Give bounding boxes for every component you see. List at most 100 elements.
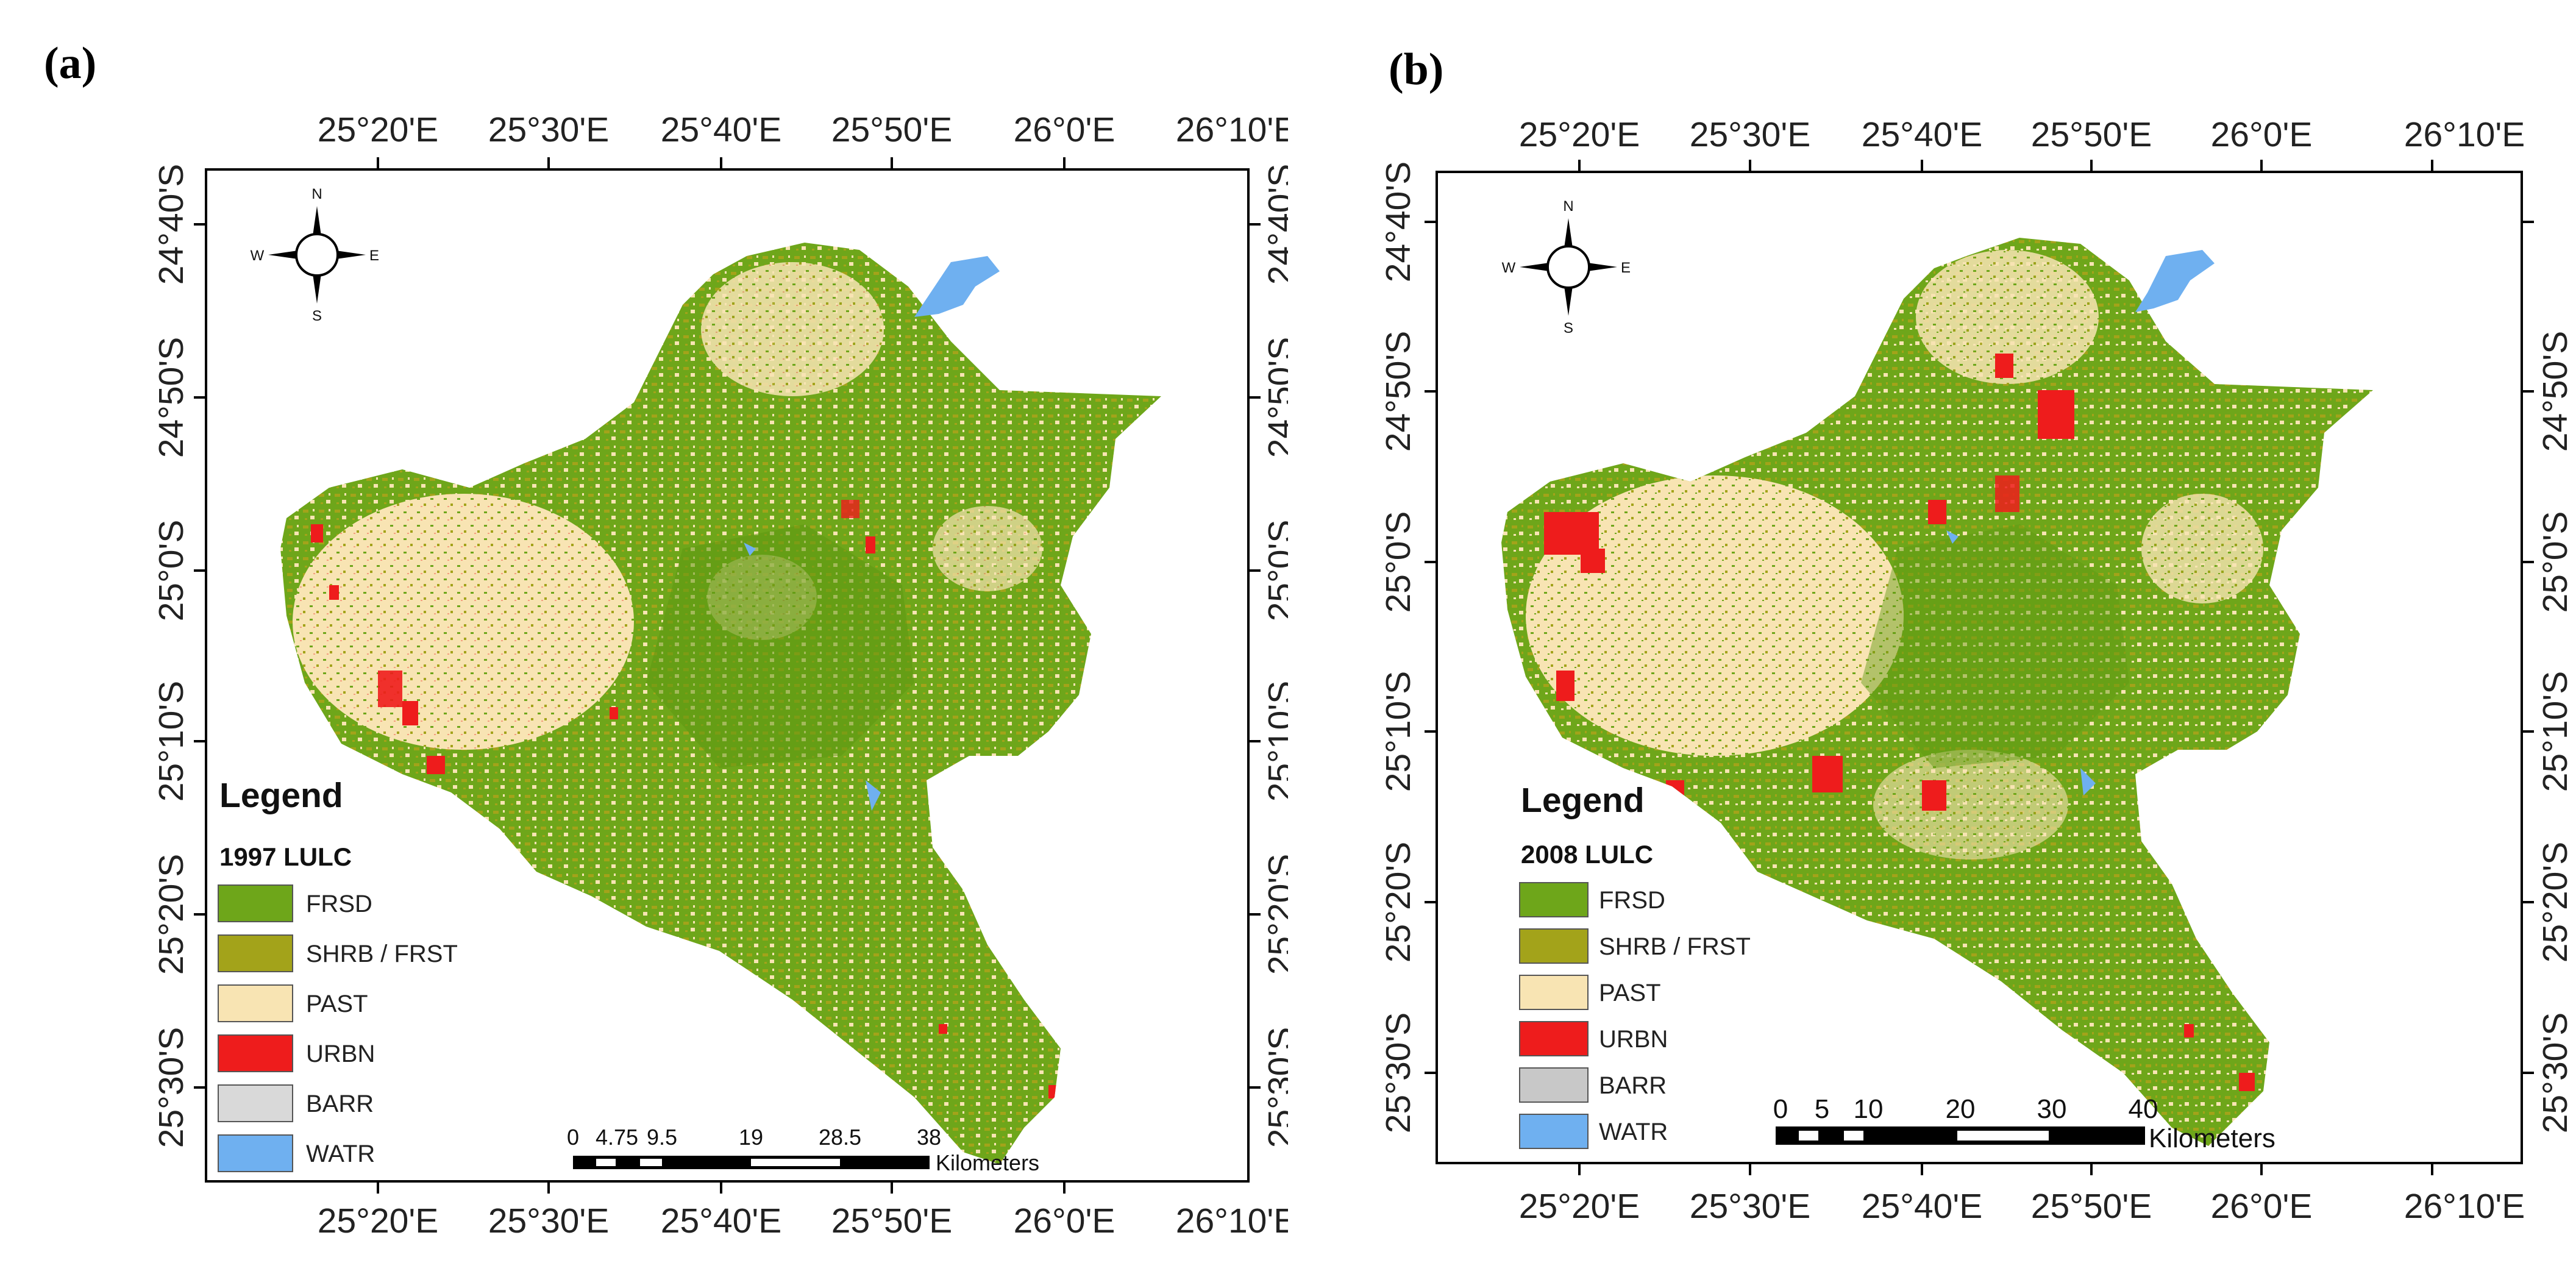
legend-swatch-frsd (1519, 882, 1589, 917)
left-tick-label: 24°50'S (152, 337, 191, 458)
urban-patches (311, 500, 1062, 1098)
bottom-tick-label: 25°20'E (1519, 1187, 1640, 1226)
right-tick-label: 25°30'S (2536, 1012, 2575, 1134)
left-tick-label: 24°50'S (1379, 331, 1418, 452)
legend-item-label: FRSD (1599, 887, 1665, 914)
top-tick-label: 25°20'E (1519, 115, 1640, 154)
compass-north-label: N (1563, 198, 1573, 215)
top-tick-label: 25°30'E (1690, 115, 1811, 154)
scale-tick-label: 10 (1854, 1094, 1884, 1124)
legend-swatch-urbn (218, 1034, 293, 1072)
scale-unit-label: Kilometers (2149, 1123, 2275, 1153)
compass-south-label: S (1564, 320, 1573, 336)
legend-item-label: URBN (306, 1041, 375, 1067)
left-tick-label: 25°30'S (152, 1027, 191, 1148)
legend-item-label: WATR (306, 1141, 375, 1167)
legend-swatch-shrb-frst (218, 934, 293, 972)
right-tick-label: 25°10'S (2536, 671, 2575, 792)
legend-item-label: BARR (1599, 1072, 1667, 1099)
top-tick-label: 25°20'E (318, 110, 439, 149)
legend-item-label: SHRB / FRST (1599, 933, 1751, 960)
legend-subtitle: 2008 LULC (1521, 840, 1653, 869)
left-tick-label: 25°10'S (1379, 671, 1418, 792)
left-tick-label: 24°40'S (1379, 162, 1418, 283)
top-tick-label: 26°10'E (1176, 110, 1288, 149)
water-body (2135, 250, 2215, 312)
legend-swatch-watr (218, 1134, 293, 1172)
panel-label: (b) (1389, 44, 1443, 94)
scale-tick-label: 28.5 (819, 1125, 861, 1150)
legend-swatch-frsd (218, 884, 293, 922)
graticule-ticks (194, 157, 1261, 1194)
legend-item-label: PAST (1599, 980, 1661, 1006)
top-tick-label: 25°30'E (488, 110, 610, 149)
map-panel-b: (b) (1288, 0, 2576, 1271)
legend-item-label: URBN (1599, 1026, 1668, 1053)
panel-label: (a) (44, 38, 96, 88)
graticule-ticks (1425, 160, 2534, 1175)
legend-swatch-barr (1519, 1067, 1589, 1103)
top-tick-label: 26°0'E (2211, 115, 2313, 154)
scale-tick-label: 38 (917, 1125, 941, 1150)
scale-tick-label: 0 (1773, 1094, 1788, 1124)
compass-north-label: N (311, 186, 322, 202)
map-panel-a: (a) (0, 0, 1300, 1271)
legend-title: Legend (219, 776, 343, 815)
right-tick-label: 24°50'S (1261, 337, 1288, 458)
top-tick-label: 25°40'E (661, 110, 782, 149)
legend-swatch-past (1519, 975, 1589, 1010)
right-tick-label: 25°0'S (2536, 511, 2575, 613)
right-tick-label: 25°10'S (1261, 681, 1288, 802)
left-tick-label: 24°40'S (152, 164, 191, 285)
bottom-tick-label: 25°30'E (1690, 1187, 1811, 1226)
bottom-tick-label: 26°0'E (2211, 1187, 2313, 1226)
legend-swatch-urbn (1519, 1021, 1589, 1056)
legend-swatch-watr (1519, 1114, 1589, 1149)
pasture-zone (293, 494, 634, 750)
scale-tick-label: 0 (567, 1125, 579, 1150)
left-tick-label: 25°10'S (152, 681, 191, 802)
right-tick-label: 25°20'S (1261, 854, 1288, 975)
bottom-tick-label: 26°0'E (1014, 1201, 1115, 1240)
right-tick-label: 25°30'S (1261, 1027, 1288, 1148)
left-tick-label: 25°0'S (152, 520, 191, 622)
legend-item-label: WATR (1599, 1119, 1668, 1145)
pasture-zone (1526, 475, 1904, 756)
bottom-tick-label: 25°50'E (2031, 1187, 2152, 1226)
right-tick-label: 25°0'S (1261, 520, 1288, 622)
bottom-tick-label: 25°20'E (318, 1201, 439, 1240)
water-body (914, 256, 1000, 317)
left-tick-label: 25°0'S (1379, 511, 1418, 613)
legend-item-label: BARR (306, 1091, 374, 1117)
legend: Legend 1997 LULC FRSD SHRB / FRST PAST U… (218, 776, 458, 1172)
compass-south-label: S (312, 308, 322, 324)
bottom-tick-label: 25°50'E (831, 1201, 953, 1240)
left-tick-label: 25°20'S (152, 854, 191, 975)
top-tick-label: 25°50'E (2031, 115, 2152, 154)
compass-east-label: E (369, 247, 379, 264)
study-area-map (1501, 238, 2373, 1146)
top-tick-label: 25°50'E (831, 110, 953, 149)
bottom-tick-label: 25°40'E (1862, 1187, 1983, 1226)
scale-tick-label: 40 (2129, 1094, 2158, 1124)
bottom-tick-label: 25°40'E (661, 1201, 782, 1240)
study-area-map (280, 243, 1161, 1164)
bottom-tick-label: 26°10'E (1176, 1201, 1288, 1240)
legend-item-label: FRSD (306, 891, 372, 917)
scale-tick-label: 5 (1815, 1094, 1829, 1124)
legend-item-label: PAST (306, 991, 368, 1017)
north-arrow-compass-icon: N S E W (251, 186, 379, 324)
scale-tick-label: 30 (2037, 1094, 2067, 1124)
bottom-tick-label: 25°30'E (488, 1201, 610, 1240)
left-tick-label: 25°30'S (1379, 1012, 1418, 1134)
compass-west-label: W (1502, 260, 1516, 276)
legend-subtitle: 1997 LULC (219, 842, 352, 871)
scale-tick-label: 19 (739, 1125, 763, 1150)
scale-tick-label: 9.5 (647, 1125, 677, 1150)
right-tick-label: 24°40'S (1261, 164, 1288, 285)
compass-west-label: W (251, 247, 265, 264)
left-tick-label: 25°20'S (1379, 842, 1418, 963)
legend-swatch-past (218, 984, 293, 1022)
scale-bar: 0 5 10 20 30 40 Kilometers (1773, 1094, 2275, 1153)
right-tick-label: 24°50'S (2536, 331, 2575, 452)
